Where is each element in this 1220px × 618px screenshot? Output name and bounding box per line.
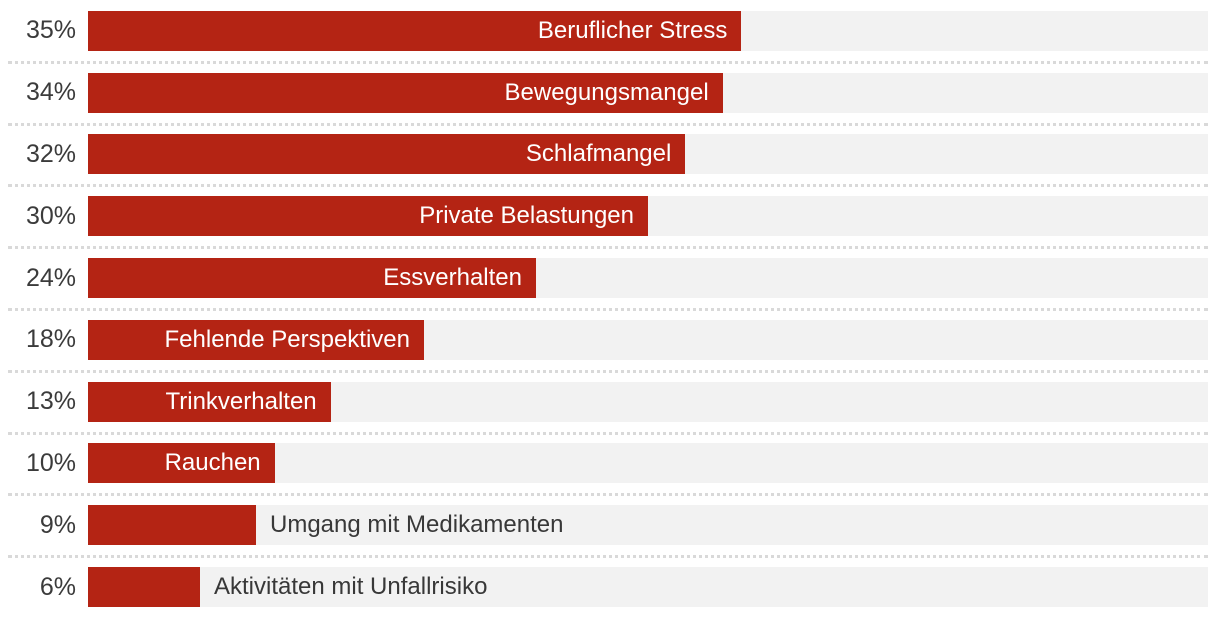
row-separator [8,555,1208,559]
bar-track: Fehlende Perspektiven [88,319,1208,360]
bar: Essverhalten [88,258,536,299]
bar: Fehlende Perspektiven [88,319,424,360]
category-label: Rauchen [164,449,261,477]
category-label: Bewegungsmangel [504,78,709,106]
category-label: Trinkverhalten [165,387,317,415]
row-separator [8,246,1208,250]
category-label: Schlafmangel [525,140,672,168]
chart-row: 34% Bewegungsmangel [0,62,1220,126]
category-label: Essverhalten [383,264,522,292]
bar-track: Beruflicher Stress [88,10,1208,51]
bar: Schlafmangel [88,134,686,175]
row-separator [8,122,1208,126]
bar: Rauchen [88,443,275,484]
bar: Bewegungsmangel [88,72,723,113]
row-separator [8,307,1208,311]
bar-track: Essverhalten [88,258,1208,299]
category-label: Beruflicher Stress [537,16,728,44]
bar [88,505,256,546]
chart-row: 24% Essverhalten [0,247,1220,311]
value-label: 34% [25,78,76,107]
value-label: 18% [25,325,76,354]
chart-row: 6% Aktivitäten mit Unfallrisiko [0,556,1220,618]
category-label: Fehlende Perspektiven [164,325,410,353]
row-separator [8,184,1208,188]
category-label: Aktivitäten mit Unfallrisiko [214,573,488,601]
chart-row: 10% Rauchen [0,433,1220,497]
value-label: 32% [25,139,76,168]
chart-row: 13% Trinkverhalten [0,371,1220,435]
category-label: Private Belastungen [419,202,634,230]
row-separator [8,431,1208,435]
bar-track: Schlafmangel [88,134,1208,175]
chart-row: 32% Schlafmangel [0,124,1220,188]
row-separator [8,493,1208,497]
chart-row: 35% Beruflicher Stress [0,0,1220,64]
bar-track: Umgang mit Medikamenten [88,505,1208,546]
bar: Private Belastungen [88,196,648,237]
bar-track: Trinkverhalten [88,381,1208,422]
value-label: 30% [25,201,76,230]
row-separator [8,60,1208,64]
bar [88,567,200,608]
bar: Trinkverhalten [88,381,331,422]
bar-track: Rauchen [88,443,1208,484]
value-label: 6% [39,572,76,601]
chart-row: 18% Fehlende Perspektiven [0,309,1220,373]
bar: Beruflicher Stress [88,10,742,51]
chart-row: 30% Private Belastungen [0,185,1220,250]
value-label: 35% [25,16,76,45]
row-separator [8,369,1208,373]
value-label: 9% [39,510,76,539]
value-label: 13% [25,387,76,416]
chart-row: 9% Umgang mit Medikamenten [0,494,1220,559]
bar-track: Private Belastungen [88,196,1208,237]
value-label: 10% [25,448,76,477]
value-label: 24% [25,263,76,292]
bar-track: Bewegungsmangel [88,72,1208,113]
bar-track: Aktivitäten mit Unfallrisiko [88,567,1208,608]
category-label: Umgang mit Medikamenten [270,511,564,539]
